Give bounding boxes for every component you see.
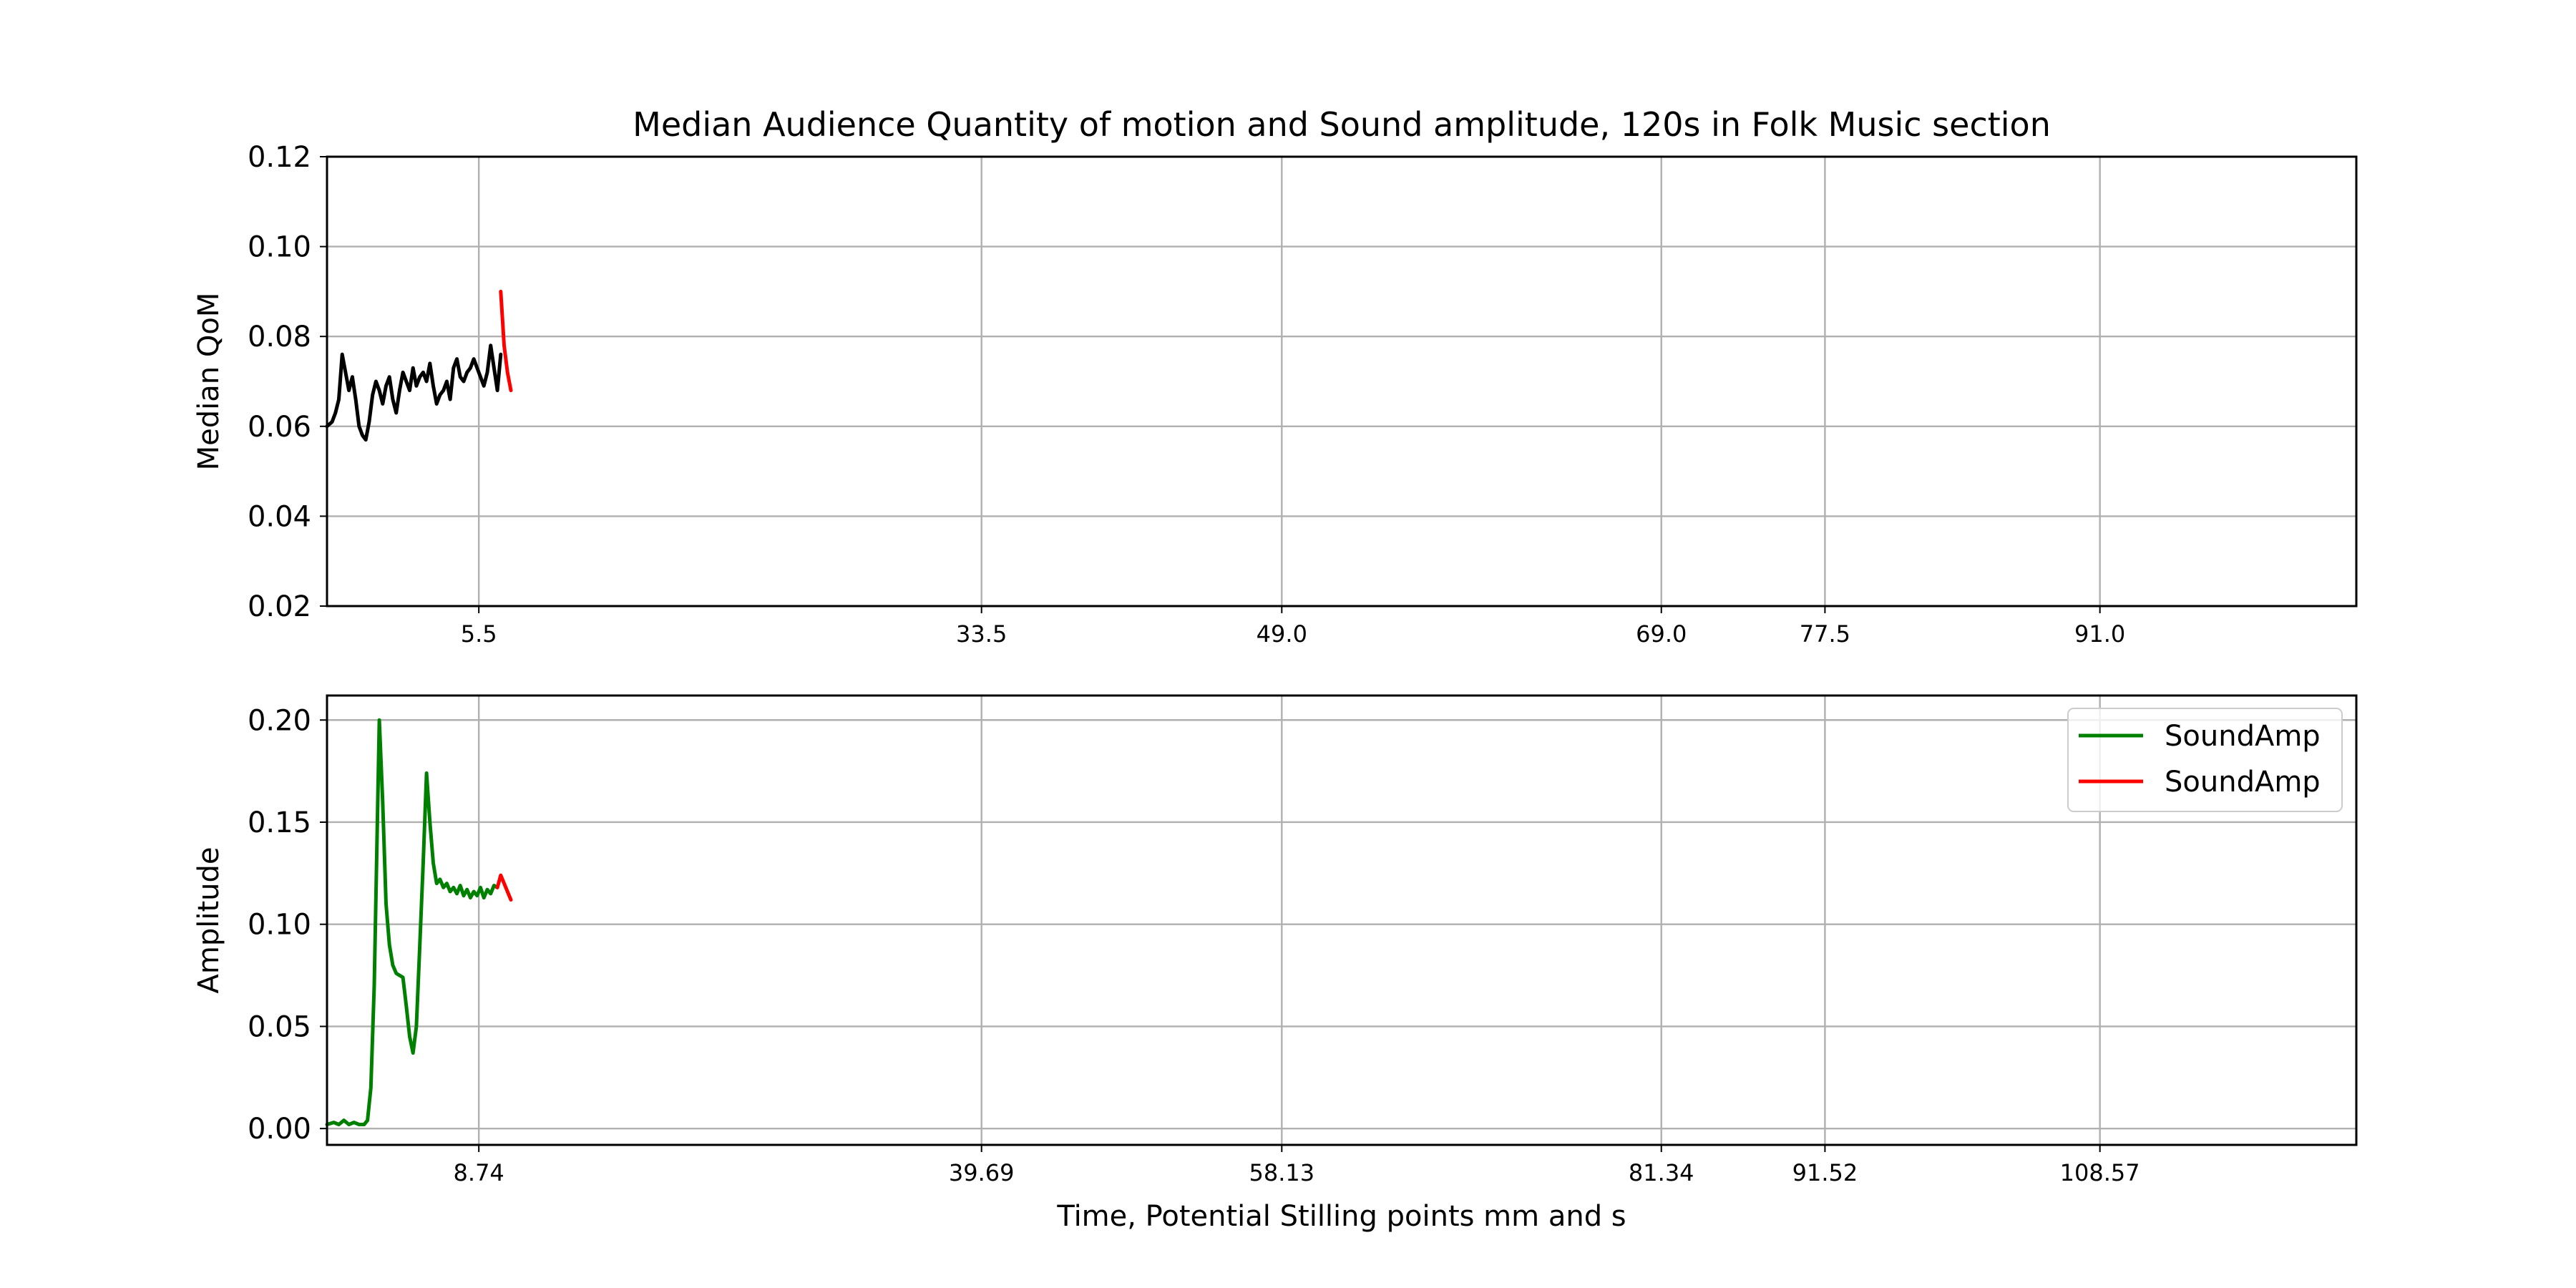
- x-tick-label: 33.5: [956, 620, 1007, 648]
- y-tick-label: 0.15: [248, 806, 311, 839]
- legend: SoundAmp SoundAmp: [2067, 708, 2343, 812]
- top-series: [325, 289, 513, 442]
- series-line-1: [325, 718, 499, 1126]
- x-tick-label: 39.69: [949, 1159, 1015, 1186]
- top-yticks: 0.12 0.10 0.08 0.06 0.04 0.02: [248, 141, 327, 623]
- bottom-axes-frame: [326, 694, 2358, 1146]
- bottom-grid: [327, 696, 2356, 1145]
- y-tick-label: 0.02: [248, 590, 311, 623]
- series-line-2: [499, 289, 513, 393]
- x-tick-label: 8.74: [454, 1159, 504, 1186]
- y-tick-label: 0.00: [248, 1113, 311, 1146]
- x-tick-label: 81.34: [1629, 1159, 1694, 1186]
- top-axes-frame: [326, 155, 2358, 608]
- bottom-series: [325, 718, 513, 1126]
- y-tick-label: 0.04: [248, 500, 311, 533]
- top-xticks: 5.5 33.5 49.0 69.0 77.5 91.0: [461, 606, 2125, 648]
- x-tick-label: 58.13: [1249, 1159, 1315, 1186]
- legend-label-2: SoundAmp: [2165, 766, 2321, 799]
- legend-label-1: SoundAmp: [2165, 720, 2321, 753]
- y-tick-label: 0.10: [248, 231, 311, 264]
- top-subplot: 0.12 0.10 0.08 0.06 0.04 0.02 5.5 33.5 49.0 69.0…: [192, 141, 2358, 648]
- bottom-yticks: 0.20 0.15 0.10 0.05 0.00: [248, 704, 327, 1146]
- x-tick-label: 69.0: [1636, 620, 1687, 648]
- y-tick-label: 0.06: [248, 411, 311, 444]
- bottom-xticks: 8.74 39.69 58.13 81.34 91.52 108.57: [454, 1145, 2140, 1186]
- x-tick-label: 49.0: [1257, 620, 1307, 648]
- y-tick-label: 0.20: [248, 704, 311, 737]
- y-tick-label: 0.05: [248, 1010, 311, 1043]
- y-tick-label: 0.10: [248, 909, 311, 942]
- x-tick-label: 5.5: [461, 620, 497, 648]
- x-tick-label: 91.52: [1792, 1159, 1858, 1186]
- y-tick-label: 0.08: [248, 321, 311, 353]
- series-line-2: [495, 873, 513, 902]
- series-line-1: [325, 343, 503, 442]
- x-axis-label: Time, Potential Stilling points mm and s: [1056, 1200, 1626, 1233]
- x-tick-label: 91.0: [2074, 620, 2125, 648]
- chart-title: Median Audience Quantity of motion and S…: [633, 105, 2051, 144]
- y-tick-label: 0.12: [248, 141, 311, 174]
- top-ylabel: Median QoM: [192, 293, 225, 471]
- x-tick-label: 108.57: [2060, 1159, 2140, 1186]
- bottom-subplot: 0.20 0.15 0.10 0.05 0.00 8.74 39.69 58.13 81.34…: [192, 694, 2358, 1186]
- bottom-ylabel: Amplitude: [192, 847, 225, 994]
- x-tick-label: 77.5: [1800, 620, 1850, 648]
